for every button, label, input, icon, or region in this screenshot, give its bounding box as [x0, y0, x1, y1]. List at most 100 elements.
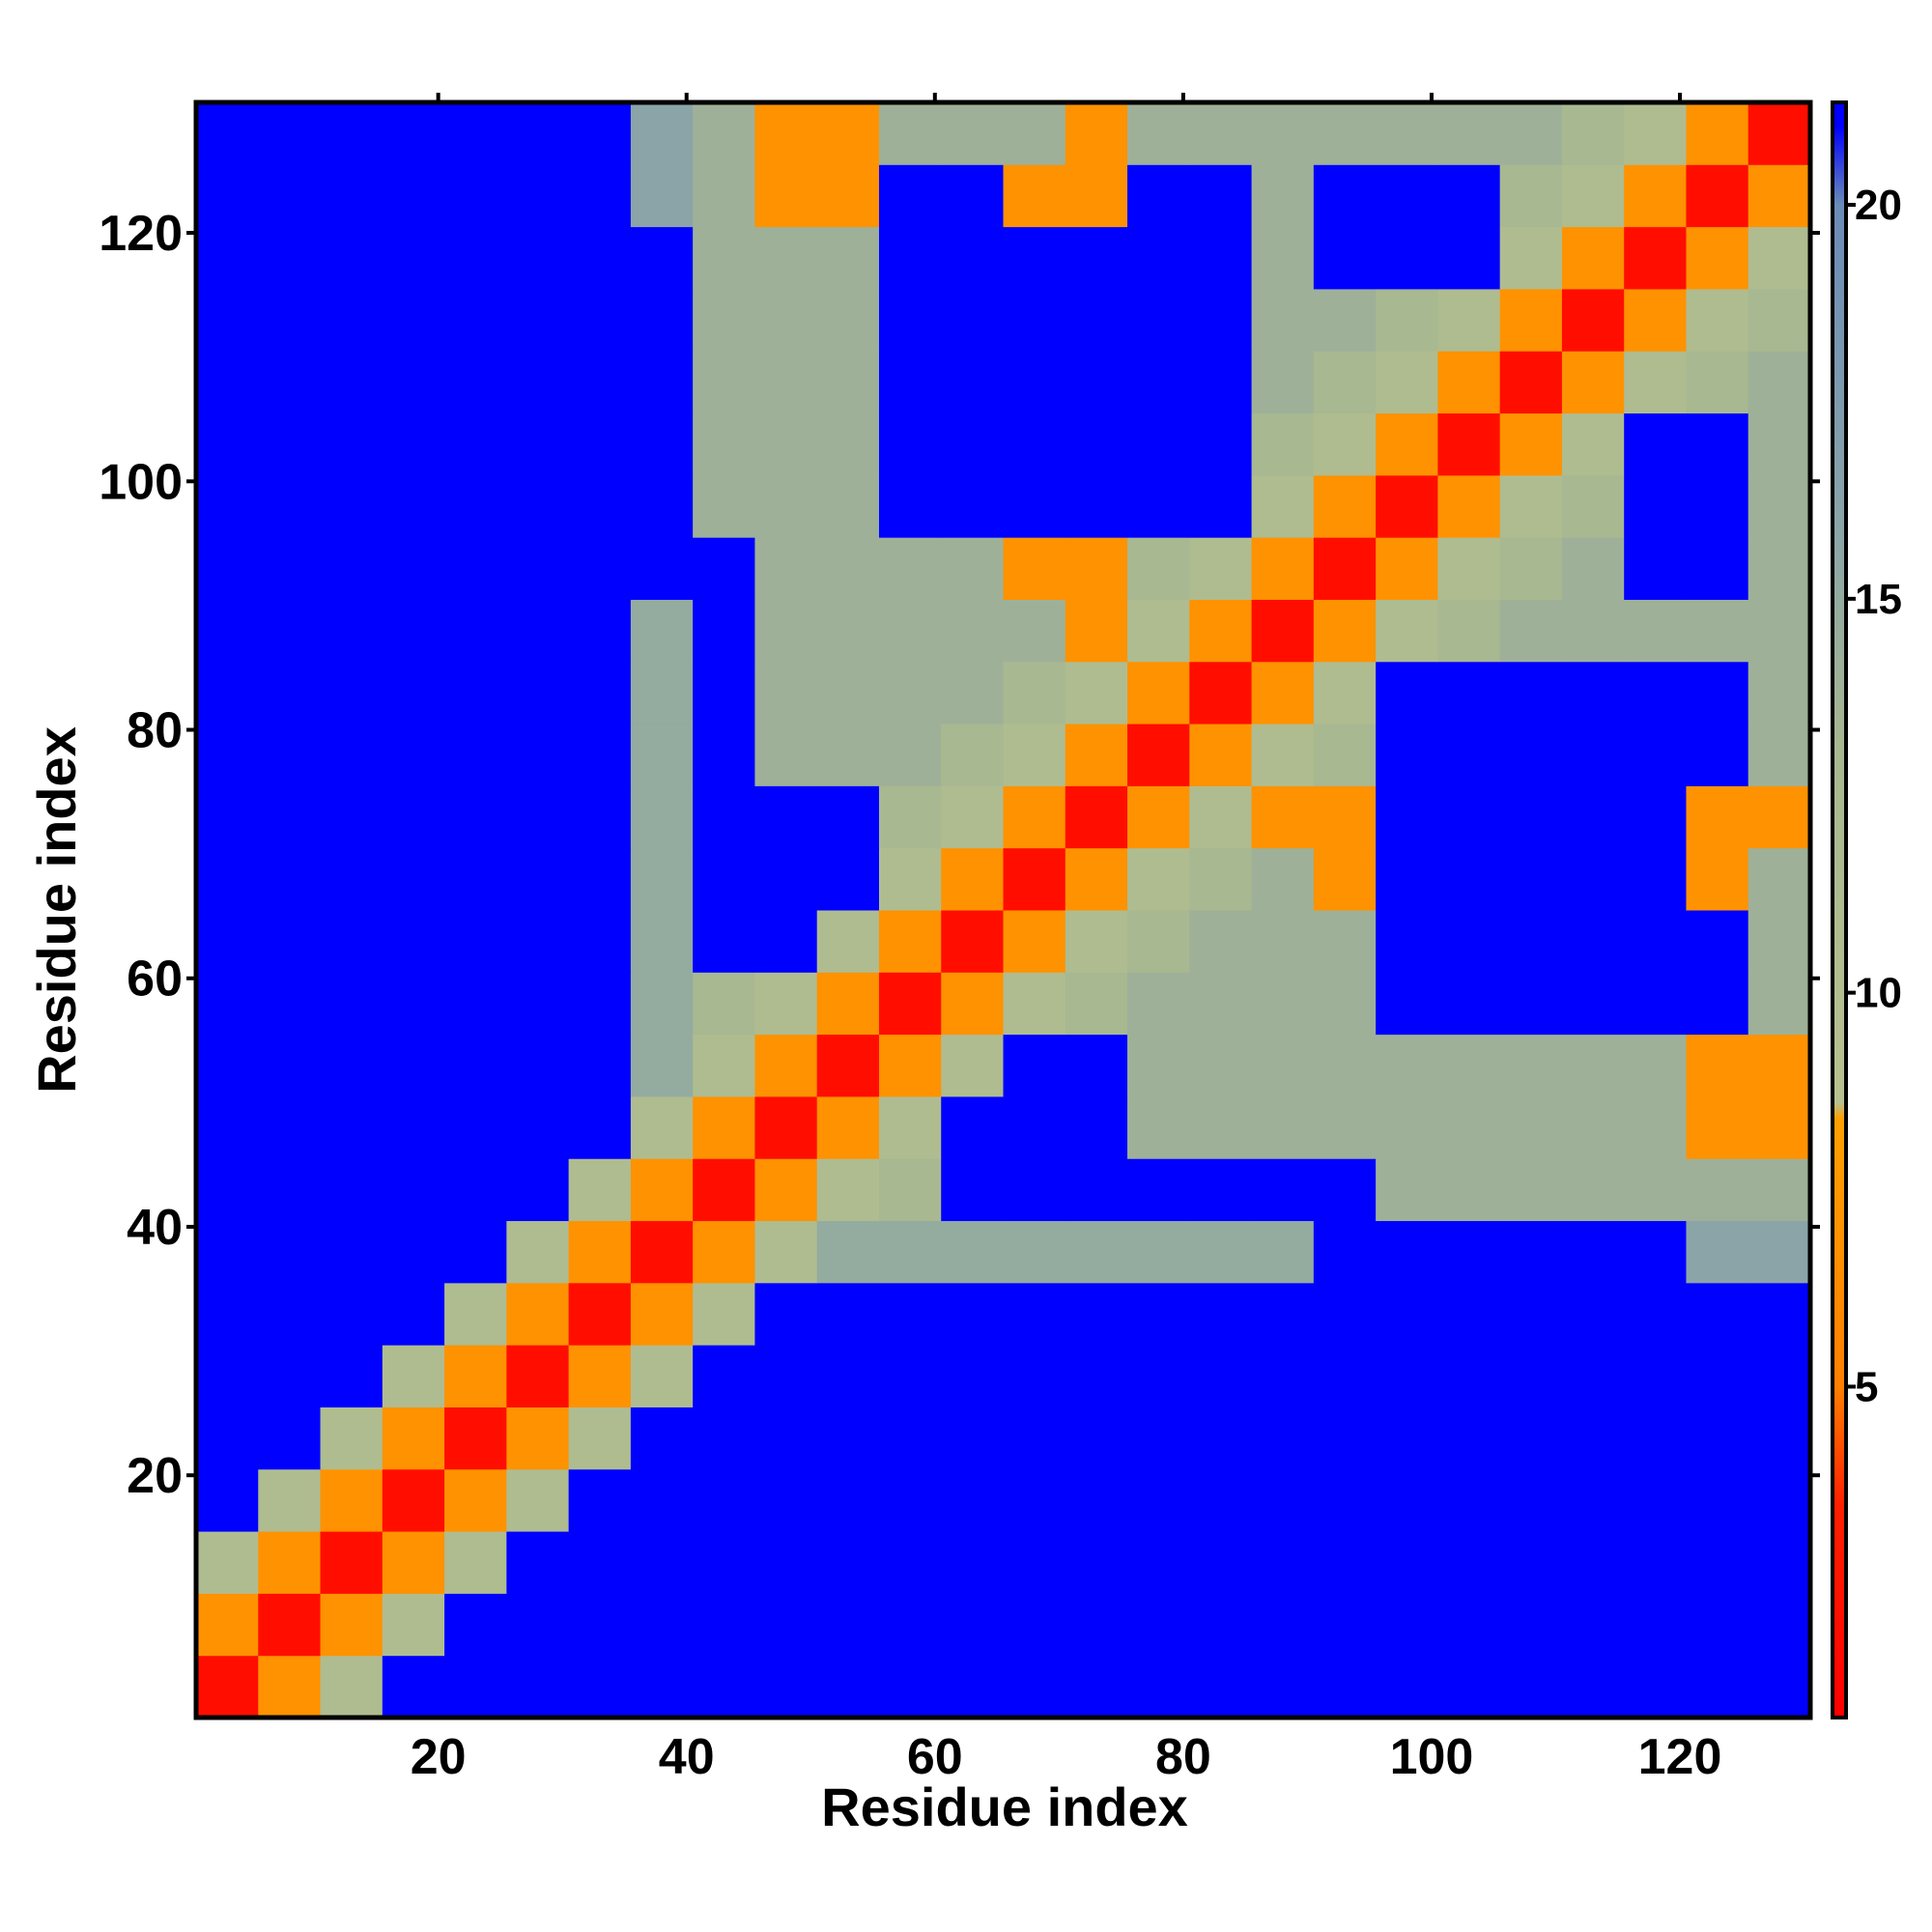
heatmap-cell	[1313, 288, 1377, 352]
heatmap-cell	[444, 474, 507, 538]
heatmap-cell	[444, 288, 507, 352]
heatmap-cell	[1251, 164, 1315, 228]
heatmap-cell	[816, 412, 880, 476]
heatmap-cell	[1437, 288, 1501, 352]
heatmap-cell	[693, 1158, 755, 1222]
heatmap-cell	[816, 1220, 880, 1284]
heatmap-cell	[754, 972, 818, 1036]
heatmap-cell	[1686, 1655, 1749, 1719]
heatmap-cell	[1376, 1095, 1438, 1159]
heatmap-cell	[1251, 847, 1315, 911]
heatmap-cell	[1376, 1158, 1438, 1222]
heatmap-cell	[258, 102, 322, 165]
heatmap-cell	[1624, 1593, 1687, 1657]
x-tick-label: 120	[1638, 1729, 1722, 1785]
heatmap-cell	[630, 1158, 694, 1222]
heatmap-cell	[693, 1531, 755, 1594]
heatmap-cell	[1686, 1345, 1749, 1407]
heatmap-cell	[506, 972, 570, 1036]
heatmap-cell	[1003, 288, 1066, 352]
heatmap-cell	[258, 724, 322, 786]
heatmap-cell	[568, 1406, 632, 1470]
heatmap-cell	[816, 474, 880, 538]
heatmap-cell	[1437, 1034, 1501, 1097]
heatmap-cell	[320, 724, 384, 786]
heatmap-cell	[506, 1406, 570, 1470]
heatmap-cell	[1376, 1282, 1438, 1346]
heatmap-cell	[1189, 847, 1253, 911]
heatmap-cell	[1003, 1158, 1066, 1222]
heatmap-cell	[1686, 226, 1749, 290]
heatmap-cell	[1686, 972, 1749, 1036]
heatmap-cell	[444, 972, 507, 1036]
heatmap-cell	[1561, 537, 1625, 600]
heatmap-cell	[1376, 288, 1438, 352]
heatmap-cell	[444, 599, 507, 663]
heatmap-cell	[1127, 1406, 1190, 1470]
heatmap-cell	[1747, 1095, 1811, 1159]
heatmap-cell	[568, 1655, 632, 1719]
heatmap-cell	[1561, 351, 1625, 414]
heatmap-cell	[568, 474, 632, 538]
heatmap-cell	[693, 288, 755, 352]
heatmap-cell	[320, 1158, 384, 1222]
heatmap-cell	[320, 226, 384, 290]
heatmap-cell	[1561, 1034, 1625, 1097]
heatmap-cell	[1003, 972, 1066, 1036]
heatmap-cell	[941, 351, 1004, 414]
heatmap-cell	[1189, 226, 1253, 290]
heatmap-cell	[1437, 102, 1501, 165]
heatmap-cell	[320, 972, 384, 1036]
heatmap-cell	[1065, 1345, 1128, 1407]
heatmap-cell	[754, 1095, 818, 1159]
heatmap-cell	[1127, 351, 1190, 414]
heatmap-cell	[1686, 164, 1749, 228]
y-axis-label: Residue index	[26, 726, 87, 1094]
heatmap-cell	[816, 226, 880, 290]
heatmap-cell	[941, 164, 1004, 228]
heatmap-cell	[1376, 910, 1438, 973]
x-tick-label: 20	[411, 1729, 467, 1785]
heatmap-cell	[568, 351, 632, 414]
heatmap-cell	[506, 1345, 570, 1407]
heatmap-cell	[444, 847, 507, 911]
heatmap-cell	[382, 1095, 445, 1159]
heatmap-cell	[630, 1034, 694, 1097]
heatmap-cell	[382, 1655, 445, 1719]
heatmap-cell	[258, 537, 322, 600]
heatmap-cell	[630, 910, 694, 973]
heatmap-cell	[1747, 288, 1811, 352]
heatmap-cell	[1624, 1034, 1687, 1097]
heatmap-cell	[258, 1531, 322, 1594]
heatmap-cell	[1189, 164, 1253, 228]
heatmap-cell	[1747, 1406, 1811, 1470]
heatmap-cell	[506, 599, 570, 663]
heatmap-cell	[630, 1095, 694, 1159]
heatmap-cell	[1561, 661, 1625, 724]
heatmap-cell	[506, 288, 570, 352]
heatmap-cell	[1065, 1593, 1128, 1657]
heatmap-cell	[1437, 1655, 1501, 1719]
heatmap-cell	[506, 1531, 570, 1594]
heatmap-cell	[816, 1345, 880, 1407]
heatmap-cell	[382, 537, 445, 600]
heatmap-cell	[382, 226, 445, 290]
heatmap-cell	[444, 1345, 507, 1407]
heatmap-cell	[878, 972, 942, 1036]
heatmap-cell	[1437, 1593, 1501, 1657]
heatmap-cell	[196, 661, 259, 724]
heatmap-cell	[693, 1468, 755, 1532]
heatmap-cell	[754, 661, 818, 724]
heatmap-cell	[693, 537, 755, 600]
heatmap-cell	[568, 412, 632, 476]
heatmap-cell	[878, 1655, 942, 1719]
heatmap-cell	[1313, 599, 1377, 663]
heatmap-cell	[1065, 1095, 1128, 1159]
heatmap-cell	[1127, 1655, 1190, 1719]
heatmap-cell	[382, 724, 445, 786]
heatmap-cell	[941, 724, 1004, 786]
heatmap-cell	[1376, 847, 1438, 911]
heatmap-cell	[878, 412, 942, 476]
heatmap-cell	[506, 164, 570, 228]
heatmap-cell	[630, 1220, 694, 1284]
